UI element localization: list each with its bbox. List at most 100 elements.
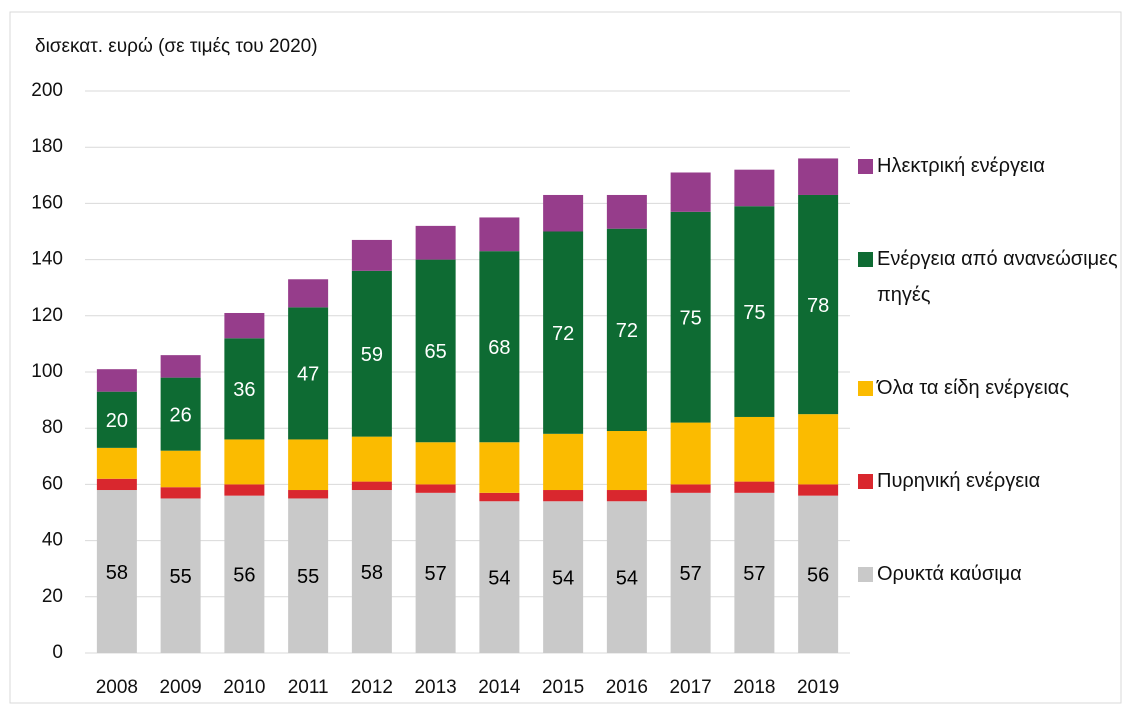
border (9, 11, 1122, 704)
bar-segment (224, 484, 265, 496)
bar-segment (415, 225, 456, 260)
legend-label: Όλα τα είδη ενέργειας (877, 376, 1069, 399)
data-label: 57 (680, 563, 702, 585)
bar-segment (798, 194, 839, 415)
x-tick-label: 2012 (351, 677, 393, 698)
legend-label: Ηλεκτρική ενέργεια (877, 155, 1045, 178)
data-label: 75 (680, 307, 702, 329)
data-label: 58 (106, 562, 128, 584)
bar-segment (543, 194, 584, 232)
bar-segment (670, 211, 711, 423)
bar-segment (479, 492, 520, 502)
bar-segment (288, 307, 329, 440)
legend-label: Πυρηνική ενέργεια (877, 469, 1041, 492)
bar-segment (543, 501, 584, 653)
legend: Ηλεκτρική ενέργεια Ενέργεια από ανανεώσιμ… (858, 120, 1128, 620)
bar-segment (351, 270, 392, 437)
y-tick-label: 100 (31, 361, 63, 382)
legend-item: Όλα τα είδη ενέργειας (858, 370, 1128, 406)
y-tick-label: 0 (52, 642, 63, 663)
bar-segment (288, 498, 329, 653)
bar-segment (224, 338, 265, 440)
legend-swatch (858, 566, 873, 582)
x-tick-label: 2010 (223, 677, 265, 698)
x-tick-label: 2018 (733, 677, 775, 698)
bar-segment (606, 501, 647, 653)
legend-item: Ορυκτά καύσιμα (858, 556, 1128, 592)
bar-segment (351, 490, 392, 653)
bar-segment (96, 478, 137, 491)
data-label: 56 (807, 565, 829, 587)
bar-segment (415, 259, 456, 443)
bar-segment (734, 492, 775, 653)
bar-segment (798, 495, 839, 653)
data-label: 54 (616, 567, 638, 589)
bar-segment (351, 481, 392, 491)
data-label: 55 (170, 566, 192, 588)
bar-segment (606, 228, 647, 432)
bar-segment (734, 481, 775, 493)
bar-segment (415, 484, 456, 493)
y-tick-label: 120 (31, 305, 63, 326)
x-tick-label: 2019 (797, 677, 839, 698)
bar-segment (606, 431, 647, 491)
data-label: 36 (233, 379, 255, 401)
data-label: 56 (233, 565, 255, 587)
y-tick-label: 180 (31, 136, 63, 157)
bar-segment (670, 172, 711, 212)
bar-segment (224, 439, 265, 485)
bar-segment (160, 498, 201, 653)
y-tick-label: 140 (31, 249, 63, 270)
x-tick-label: 2011 (288, 677, 329, 698)
bar-segment (798, 158, 839, 195)
bar-segment (160, 450, 201, 488)
bar-segment (543, 231, 584, 434)
y-tick-label: 60 (42, 473, 63, 494)
data-label: 75 (743, 302, 765, 324)
bar-segment (96, 369, 137, 392)
x-tick-label: 2015 (542, 677, 584, 698)
x-tick-label: 2013 (414, 677, 456, 698)
data-label: 54 (552, 567, 574, 589)
bar-segment (479, 217, 520, 252)
bar-segment (288, 439, 329, 491)
bar-segment (288, 279, 329, 308)
bar-segment (543, 433, 584, 491)
axis-title: δισεκατ. ευρώ (σε τιμές του 2020) (35, 36, 318, 57)
legend-label: Ορυκτά καύσιμα (877, 562, 1022, 585)
bar-segment (734, 206, 775, 417)
bar-segment (670, 492, 711, 653)
y-tick-label: 40 (42, 530, 63, 551)
bar-segment (734, 169, 775, 207)
legend-swatch (858, 473, 873, 489)
legend-item: Πυρηνική ενέργεια (858, 463, 1128, 499)
data-label: 57 (425, 563, 447, 585)
data-label: 72 (616, 320, 638, 342)
bar-segment (798, 414, 839, 485)
bar-segment (351, 239, 392, 271)
bar-segment (606, 194, 647, 229)
x-tick-label: 2009 (159, 677, 201, 698)
legend-swatch (858, 380, 873, 396)
bar-segment (479, 442, 520, 493)
x-tick-label: 2014 (478, 677, 521, 698)
bar-segment (160, 377, 201, 451)
data-label: 72 (552, 323, 574, 345)
bar-segment (479, 501, 520, 653)
legend-swatch (858, 159, 873, 175)
bar-segment (224, 312, 265, 339)
data-label: 26 (170, 404, 192, 426)
data-label: 54 (488, 567, 510, 589)
bar-segment (160, 355, 201, 378)
bar-segment (288, 490, 329, 499)
bar-segment (734, 416, 775, 482)
x-tick-label: 2017 (669, 677, 711, 698)
bar-segment (798, 484, 839, 496)
data-label: 47 (297, 364, 319, 386)
bar-segment (670, 422, 711, 485)
bar-segment (96, 490, 137, 653)
legend-swatch (858, 252, 873, 268)
bar-segment (479, 251, 520, 443)
y-tick-label: 160 (31, 192, 63, 213)
